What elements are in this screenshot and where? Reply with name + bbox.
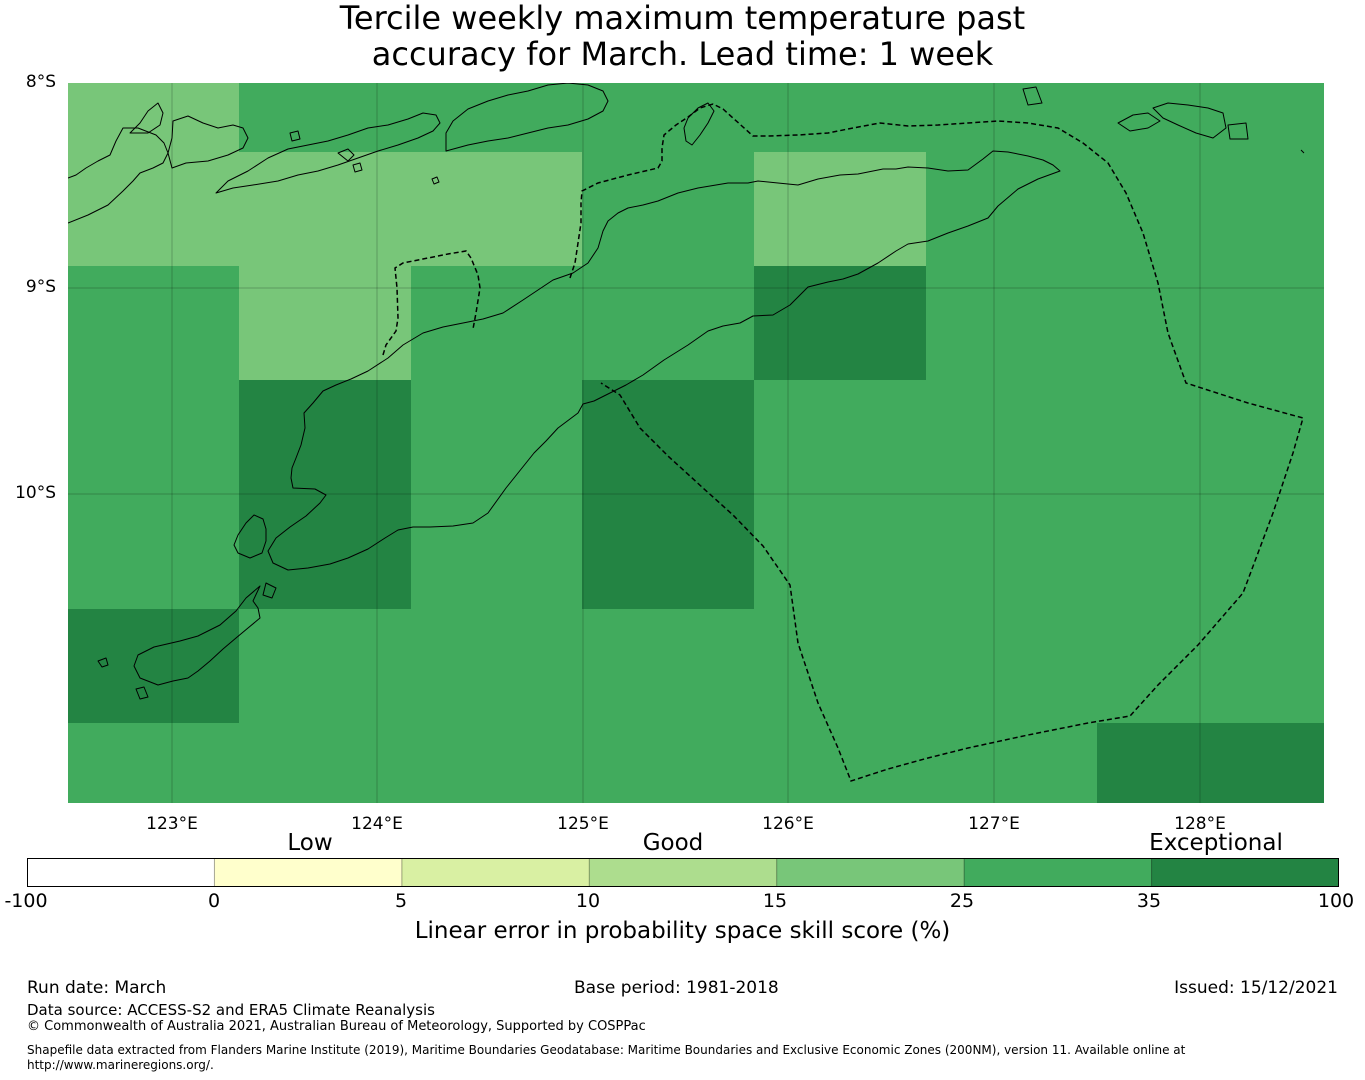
grid-cell-light (68, 83, 239, 266)
colorbar-category-exceptional: Exceptional (1149, 830, 1283, 856)
coastline-islet (431, 176, 440, 185)
graticule (68, 83, 1324, 803)
base-period: Base period: 1981-2018 (574, 978, 779, 998)
coastline-lembata (167, 115, 249, 169)
coastline-islet (97, 657, 109, 668)
colorbar-tick-label: 25 (949, 890, 975, 912)
coastline-islet (1117, 112, 1161, 132)
coastline-islet (129, 102, 164, 134)
colorbar-tick-label: 35 (1136, 890, 1162, 912)
copyright-notice: © Commonwealth of Australia 2021, Austra… (27, 1019, 646, 1034)
map-title-line-1: Tercile weekly maximum temperature past (339, 0, 1026, 37)
map-title-line-2: accuracy for March. Lead time: 1 week (371, 35, 994, 73)
run-date: Run date: March (27, 978, 167, 998)
colorbar-segment (776, 858, 965, 887)
grid-cell-light (239, 152, 582, 266)
coastline-atauro (683, 102, 715, 146)
grid-cell-dark (754, 266, 926, 380)
colorbar-tick-label: 10 (575, 890, 601, 912)
maritime-boundary (382, 103, 1304, 782)
colorbar-segment (964, 858, 1153, 887)
colorbar-title: Linear error in probability space skill … (414, 918, 951, 944)
colorbar-segment (1151, 858, 1339, 887)
grid-cell-dark (68, 609, 239, 723)
eez-boundary-line (382, 250, 481, 356)
grid-cell-dark (582, 380, 754, 609)
colorbar-segments (27, 858, 1339, 887)
lat-label-10s: 10°S (15, 483, 56, 503)
coastline-islet (1227, 122, 1249, 140)
shapefile-credit-line-2: http://www.marineregions.org/. (27, 1058, 214, 1072)
coastline-islet (1152, 102, 1227, 139)
colorbar-category-low: Low (287, 830, 333, 856)
colorbar-tick-label: -100 (4, 890, 48, 912)
colorbar-segment (401, 858, 590, 887)
shapefile-credit-line-1: Shapefile data extracted from Flanders M… (27, 1043, 1186, 1057)
issued-date: Issued: 15/12/2021 (1174, 978, 1338, 998)
coastline-islet (337, 148, 355, 162)
coastline-islet (289, 130, 301, 142)
lat-label-8s: 8°S (25, 72, 56, 92)
skill-grid-cells (68, 83, 1324, 803)
colorbar-tick-label: 5 (394, 890, 408, 912)
lon-label-127e: 127°E (968, 814, 1020, 834)
coastline-islet (352, 162, 363, 173)
coastline-islet (1022, 86, 1043, 106)
coastline-islet (135, 686, 149, 700)
colorbar-tick-label: 15 (762, 890, 788, 912)
colorbar-tick-label: 100 (1317, 890, 1355, 912)
lon-label-128e: 128°E (1174, 814, 1226, 834)
colorbar-segment (214, 858, 403, 887)
data-source: Data source: ACCESS-S2 and ERA5 Climate … (27, 1001, 435, 1019)
coastline-islet (262, 582, 277, 599)
lon-label-124e: 124°E (351, 814, 403, 834)
grid-cell-dark (1097, 723, 1324, 803)
coastline-semau (233, 514, 267, 559)
coastlines (68, 83, 1305, 700)
colorbar-segment (27, 858, 215, 887)
skill-score-map (68, 83, 1324, 803)
colorbar-tick-label: 0 (207, 890, 221, 912)
coastline-alor (68, 127, 169, 224)
grid-cell-light (239, 266, 411, 380)
coastline-rote (133, 585, 261, 686)
coastline-islet (1300, 149, 1305, 154)
grid-cell-light (754, 152, 926, 266)
coastline-wetar (445, 83, 609, 152)
colorbar-segment (589, 858, 778, 887)
eez-boundary-line (569, 103, 1304, 782)
coastline-timor (267, 150, 1061, 571)
lon-label-125e: 125°E (557, 814, 609, 834)
colorbar-category-good: Good (642, 830, 704, 856)
lon-label-126e: 126°E (762, 814, 814, 834)
colorbar (27, 858, 1339, 887)
lon-label-123e: 123°E (146, 814, 198, 834)
lat-label-9s: 9°S (25, 277, 56, 297)
coastline-pantar (215, 112, 441, 194)
